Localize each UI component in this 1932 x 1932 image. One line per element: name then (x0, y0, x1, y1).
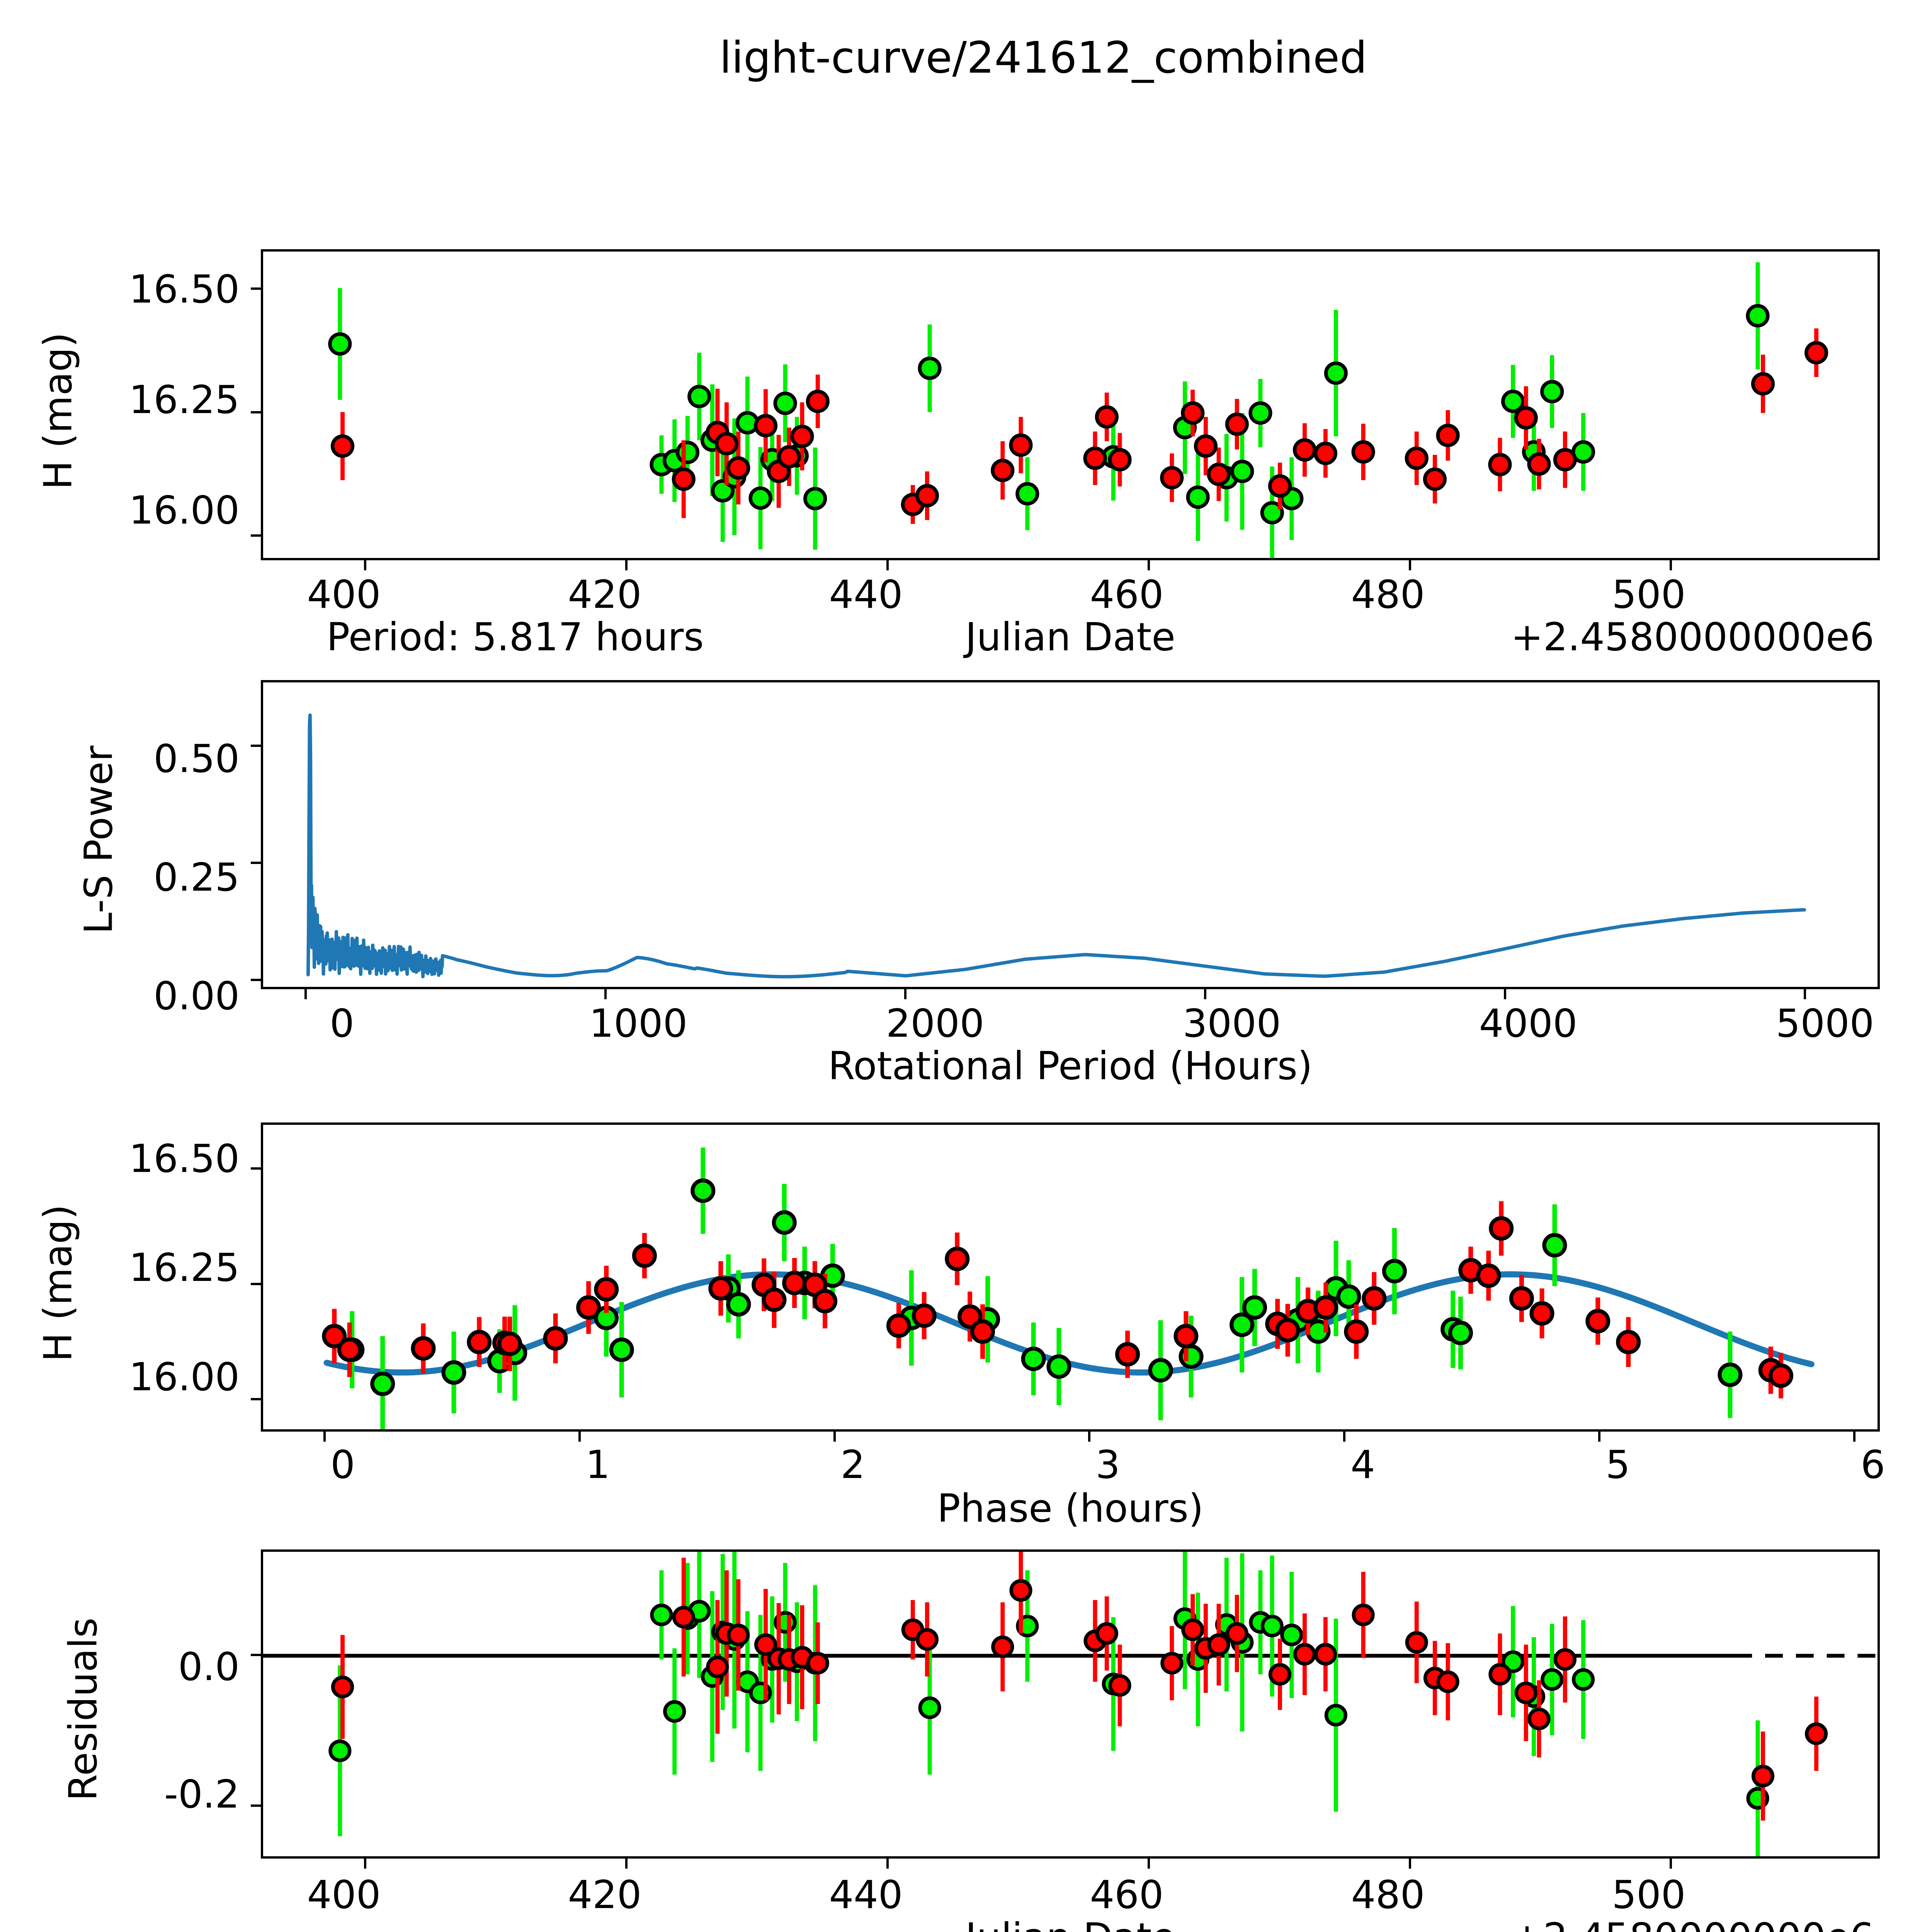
light-curve-offset-label: +2.4580000000e6 (1511, 614, 1874, 660)
panel-lomb-scargle (261, 680, 1880, 989)
light-curve-ytick-1625: 16.25 (129, 377, 240, 422)
y-tick-mark (251, 1804, 261, 1807)
residuals-xtick-460: 460 (1090, 1872, 1164, 1917)
x-tick-mark (886, 560, 889, 570)
series-red-band (322, 1201, 1793, 1399)
x-tick-mark (1408, 1859, 1411, 1869)
panel-light-curve (261, 249, 1880, 560)
light-curve-xlabel: Julian Date (965, 614, 1175, 660)
x-tick-mark (904, 989, 907, 999)
y-tick-mark (251, 411, 261, 413)
figure-title: light-curve/241612_combined (719, 33, 1367, 83)
x-tick-mark (1804, 989, 1806, 999)
panel-residuals (261, 1549, 1880, 1859)
y-tick-mark (251, 978, 261, 981)
x-tick-mark (1598, 1432, 1601, 1442)
residuals-xtick-400: 400 (307, 1872, 381, 1917)
residuals-offset-label: +2.4580000000e6 (1511, 1915, 1874, 1932)
series-red-band (330, 328, 1828, 524)
phase-xtick-3: 3 (1095, 1442, 1120, 1487)
residuals-xlabel: Julian Date (838, 1915, 1302, 1932)
residuals-ytick-neg02: -0.2 (164, 1772, 240, 1817)
x-tick-mark (1147, 560, 1150, 570)
periodogram-xlabel: Rotational Period (Hours) (828, 1043, 1313, 1088)
x-tick-mark (1088, 1432, 1091, 1442)
light-curve-xtick-500: 500 (1612, 572, 1686, 617)
light-curve-plot-area (328, 262, 1828, 558)
light-curve-ytick-1600: 16.00 (129, 488, 240, 533)
light-curve-xtick-440: 440 (829, 572, 903, 617)
phase-xtick-5: 5 (1605, 1442, 1630, 1487)
x-tick-mark (833, 1432, 836, 1442)
residuals-xtick-440: 440 (829, 1872, 903, 1917)
y-tick-mark (251, 861, 261, 864)
y-tick-mark (251, 1282, 261, 1285)
phase-ytick-1600: 16.00 (129, 1354, 240, 1400)
phase-xtick-4: 4 (1350, 1442, 1375, 1487)
periodogram-xtick-5000: 5000 (1776, 1001, 1874, 1046)
light-curve-xtick-480: 480 (1351, 572, 1425, 617)
y-tick-mark (251, 1167, 261, 1170)
x-tick-mark (1147, 1859, 1150, 1869)
residuals-plot-area (263, 1552, 1878, 1856)
periodogram-xtick-0: 0 (330, 1001, 354, 1046)
periodogram-ytick-000: 0.00 (153, 973, 240, 1019)
residuals-ylabel: Residuals (60, 1617, 106, 1801)
periodogram-plot-area (306, 713, 1806, 979)
series-green-band (328, 262, 1770, 558)
y-tick-mark (251, 1654, 261, 1656)
periodogram-xtick-4000: 4000 (1479, 1001, 1578, 1046)
light-curve-xtick-460: 460 (1090, 572, 1164, 617)
x-tick-mark (625, 1859, 628, 1869)
phase-xlabel: Phase (hours) (937, 1486, 1204, 1531)
phase-xtick-2: 2 (840, 1442, 865, 1487)
periodogram-power-line (306, 713, 1806, 979)
period-annotation: Period: 5.817 hours (327, 614, 704, 660)
y-tick-mark (251, 744, 261, 747)
panel-phase-folded (261, 1122, 1880, 1432)
x-tick-mark (1670, 1859, 1672, 1869)
x-tick-mark (886, 1859, 889, 1869)
residuals-xtick-500: 500 (1612, 1872, 1686, 1917)
series-red-band (331, 1552, 1828, 1821)
phase-ytick-1650: 16.50 (129, 1136, 240, 1181)
x-tick-mark (1504, 989, 1507, 999)
periodogram-xtick-2000: 2000 (886, 1001, 985, 1046)
phase-xtick-0: 0 (330, 1442, 355, 1487)
y-tick-mark (251, 287, 261, 290)
phase-ytick-1625: 16.25 (129, 1245, 240, 1290)
x-tick-mark (1853, 1432, 1856, 1442)
periodogram-xtick-1000: 1000 (589, 1001, 688, 1046)
y-tick-mark (251, 1398, 261, 1401)
series-green-band (340, 1147, 1743, 1429)
residuals-ytick-00: 0.0 (178, 1644, 240, 1689)
series-green-band (328, 1552, 1769, 1856)
periodogram-ytick-050: 0.50 (153, 736, 240, 781)
x-tick-mark (604, 989, 607, 999)
light-curve-xtick-400: 400 (307, 572, 381, 617)
x-tick-mark (304, 989, 307, 999)
residuals-xtick-480: 480 (1351, 1872, 1425, 1917)
y-tick-mark (251, 534, 261, 537)
phase-xtick-1: 1 (585, 1442, 610, 1487)
x-tick-mark (1670, 560, 1672, 570)
x-tick-mark (364, 560, 367, 570)
x-tick-mark (1343, 1432, 1346, 1442)
phase-xtick-6: 6 (1861, 1442, 1885, 1487)
x-tick-mark (1204, 989, 1207, 999)
residuals-xtick-420: 420 (568, 1872, 642, 1917)
light-curve-ytick-1650: 16.50 (129, 267, 240, 312)
light-curve-xtick-420: 420 (568, 572, 642, 617)
x-tick-mark (364, 1859, 367, 1869)
periodogram-ytick-025: 0.25 (153, 855, 240, 900)
x-tick-mark (323, 1432, 326, 1442)
x-tick-mark (1408, 560, 1411, 570)
periodogram-xtick-3000: 3000 (1182, 1001, 1281, 1046)
x-tick-mark (578, 1432, 581, 1442)
phase-plot-area (322, 1147, 1815, 1429)
x-tick-mark (625, 560, 628, 570)
